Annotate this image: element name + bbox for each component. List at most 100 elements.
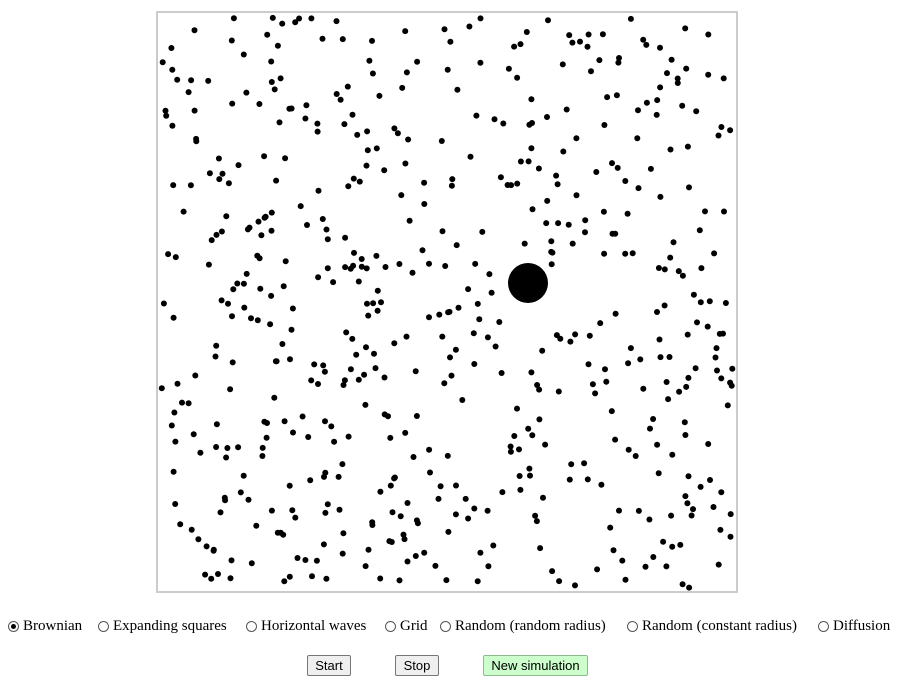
radio-diffusion-icon[interactable] — [818, 621, 829, 632]
particle — [366, 58, 372, 64]
particle — [315, 274, 321, 280]
particle — [694, 319, 700, 325]
particle — [359, 256, 365, 262]
particle — [532, 513, 538, 519]
particle — [686, 184, 692, 190]
particle — [516, 446, 522, 452]
particle — [534, 382, 540, 388]
particle — [675, 80, 681, 86]
radio-expanding-squares-icon[interactable] — [98, 621, 109, 632]
particle — [517, 487, 523, 493]
mode-diffusion-label: Diffusion — [833, 618, 890, 635]
particle — [229, 38, 235, 44]
mode-brownian-label: Brownian — [23, 618, 82, 635]
particle — [683, 384, 689, 390]
particle — [468, 154, 474, 160]
particle — [698, 484, 704, 490]
particle — [727, 380, 733, 386]
particle — [459, 397, 465, 403]
particle — [353, 352, 359, 358]
particle — [603, 379, 609, 385]
start-button[interactable]: Start — [307, 655, 351, 676]
mode-horizontal-waves[interactable]: Horizontal waves — [246, 615, 366, 637]
particle — [169, 123, 175, 129]
particle — [593, 169, 599, 175]
radio-brownian-icon[interactable] — [8, 621, 19, 632]
particle — [544, 114, 550, 120]
particle — [697, 227, 703, 233]
particle — [441, 380, 447, 386]
particle — [514, 406, 520, 412]
particle — [270, 15, 276, 21]
particle — [728, 534, 734, 540]
particle — [322, 510, 328, 516]
particle — [505, 182, 511, 188]
particle — [263, 214, 269, 220]
particle — [427, 470, 433, 476]
particle — [500, 121, 506, 127]
particle — [161, 301, 167, 307]
stop-button[interactable]: Stop — [395, 655, 439, 676]
particle — [413, 553, 419, 559]
particle — [377, 576, 383, 582]
particle — [466, 24, 472, 30]
particle — [320, 36, 326, 42]
particle — [260, 445, 266, 451]
particle — [421, 201, 427, 207]
particle — [553, 173, 559, 179]
radio-grid-icon[interactable] — [385, 621, 396, 632]
particle — [204, 543, 210, 549]
particle — [342, 235, 348, 241]
mode-grid[interactable]: Grid — [385, 615, 428, 637]
particle — [530, 206, 536, 212]
particle — [669, 544, 675, 550]
particle — [168, 45, 174, 51]
particle — [334, 91, 340, 97]
particle — [476, 316, 482, 322]
radio-random-constant-radius-icon[interactable] — [627, 621, 638, 632]
mode-brownian[interactable]: Brownian — [8, 615, 82, 637]
particle — [398, 192, 404, 198]
particle — [387, 435, 393, 441]
particle — [707, 477, 713, 483]
particle — [456, 305, 462, 311]
particle — [490, 543, 496, 549]
particle — [548, 249, 554, 255]
particle — [567, 477, 573, 483]
mode-diffusion[interactable]: Diffusion — [818, 615, 890, 637]
particle — [253, 523, 259, 529]
particle — [556, 578, 562, 584]
particle — [705, 72, 711, 78]
particle — [351, 250, 357, 256]
particle — [650, 554, 656, 560]
particle — [572, 582, 578, 588]
particle — [289, 507, 295, 513]
particle — [720, 331, 726, 337]
particle — [345, 84, 351, 90]
particle — [229, 313, 235, 319]
particle — [208, 576, 214, 582]
mode-random-constant-radius[interactable]: Random (constant radius) — [627, 615, 797, 637]
particle — [215, 571, 221, 577]
particle — [721, 75, 727, 81]
particle — [244, 271, 250, 277]
radio-horizontal-waves-icon[interactable] — [246, 621, 257, 632]
particle — [609, 408, 615, 414]
particle — [405, 137, 411, 143]
particle — [286, 106, 292, 112]
mode-random-random-radius[interactable]: Random (random radius) — [440, 615, 606, 637]
particle — [667, 255, 673, 261]
particle — [336, 474, 342, 480]
particle — [524, 29, 530, 35]
radio-random-random-radius-icon[interactable] — [440, 621, 451, 632]
particle — [320, 216, 326, 222]
new-simulation-button[interactable]: New simulation — [483, 655, 588, 676]
particle — [256, 101, 262, 107]
particle — [343, 329, 349, 335]
particle — [225, 301, 231, 307]
mode-expanding-squares[interactable]: Expanding squares — [98, 615, 227, 637]
particle — [640, 37, 646, 43]
particle — [307, 477, 313, 483]
particle — [442, 26, 448, 32]
particle — [331, 439, 337, 445]
